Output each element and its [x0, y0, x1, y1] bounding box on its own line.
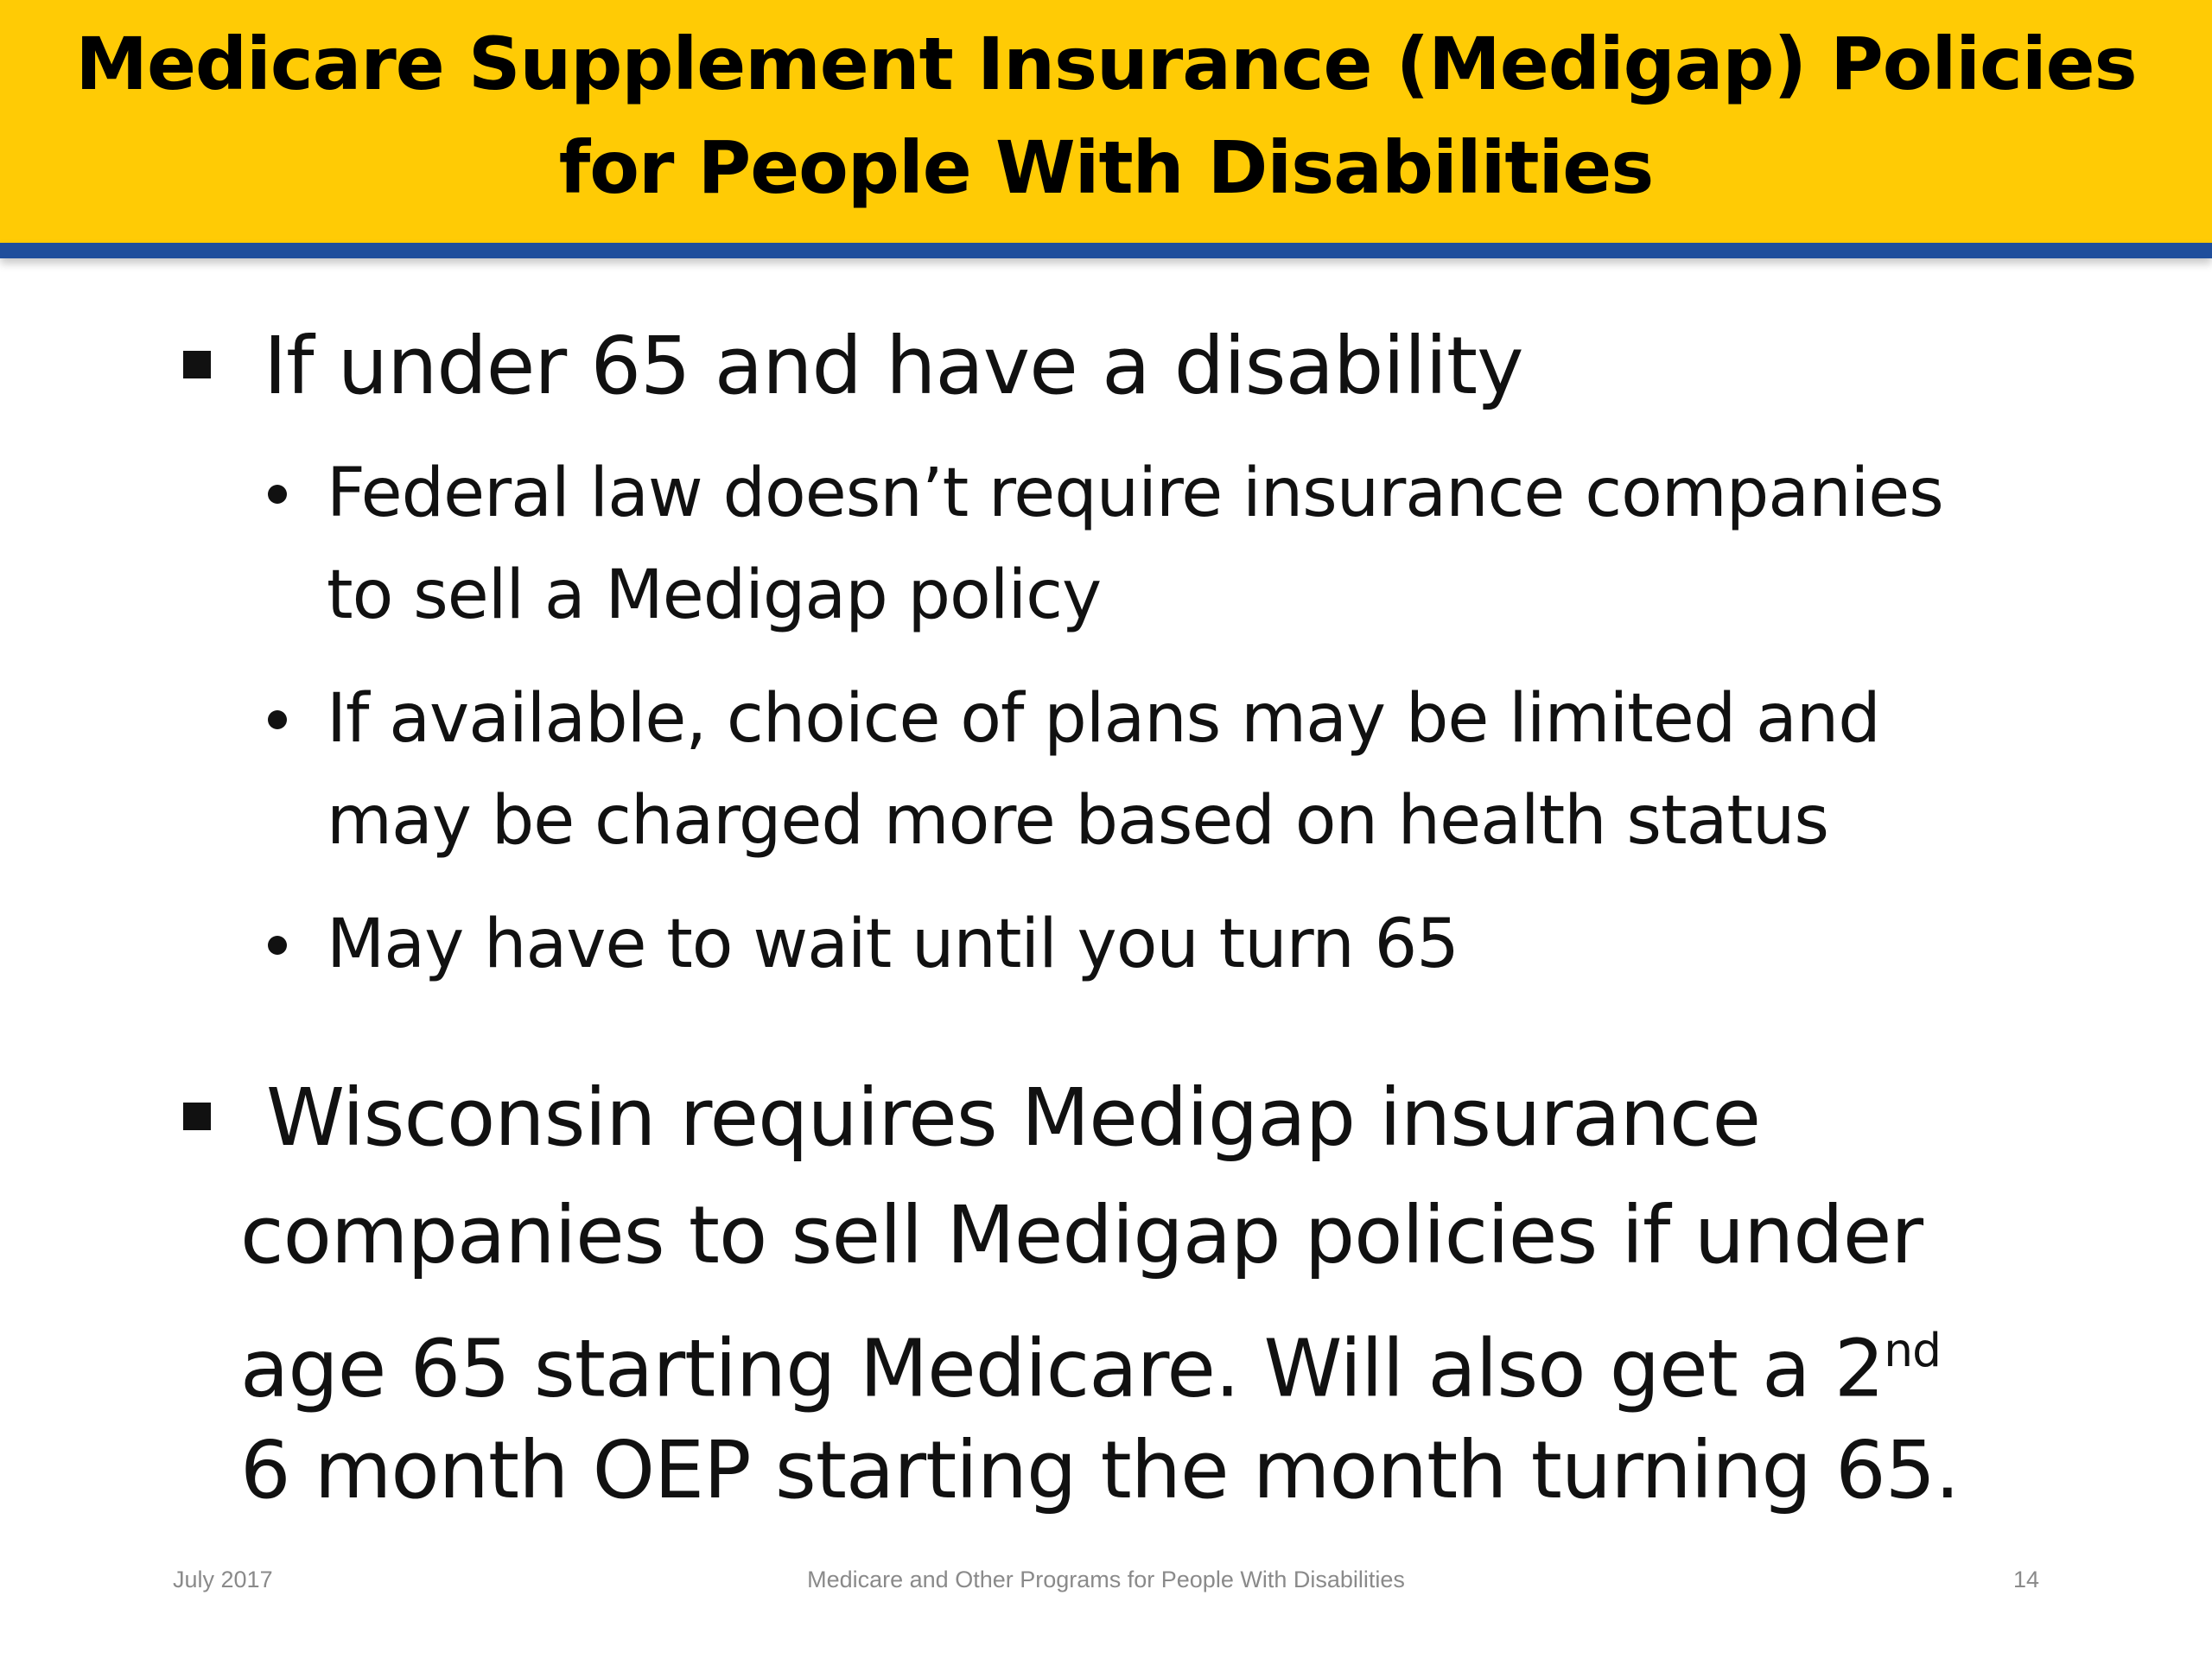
ordinal-suffix: nd	[1884, 1323, 1942, 1378]
square-bullet-icon	[183, 351, 211, 378]
bullet-2-line-2: companies to sell Medigap policies if un…	[240, 1189, 1923, 1281]
bullet-2-line-4: 6 month OEP starting the month turning 6…	[240, 1424, 1960, 1516]
sub-bullet-1-line-2: to sell a Medigap policy	[327, 556, 1102, 634]
bullet-1-text: If under 65 and have a disability	[264, 320, 1524, 412]
slide-title-line-1: Medicare Supplement Insurance (Medigap) …	[75, 22, 2137, 106]
round-bullet-icon	[268, 936, 287, 955]
round-bullet-icon	[268, 710, 287, 729]
footer-date: July 2017	[173, 1567, 273, 1592]
sub-bullet-3-line-1: May have to wait until you turn 65	[327, 906, 1459, 983]
bullet-2-line-3-text: age 65 starting Medicare. Will also get …	[240, 1322, 1885, 1415]
round-bullet-icon	[268, 485, 287, 504]
title-banner	[0, 0, 2212, 243]
slide-title-line-2: for People With Disabilities	[558, 125, 1655, 210]
sub-bullet-2-line-1: If available, choice of plans may be lim…	[327, 680, 1881, 758]
bullet-2-line-1: Wisconsin requires Medigap insurance	[266, 1071, 1761, 1164]
slide-title: Medicare Supplement Insurance (Medigap) …	[35, 12, 2177, 219]
bullet-2-line-3: age 65 starting Medicare. Will also get …	[240, 1294, 1942, 1428]
sub-bullet-1-line-1: Federal law doesn’t require insurance co…	[327, 454, 1944, 532]
footer-page-number: 14	[2012, 1567, 2039, 1592]
footer-title: Medicare and Other Programs for People W…	[807, 1567, 1405, 1592]
title-banner-rule	[0, 243, 2212, 258]
sub-bullet-2-line-2: may be charged more based on health stat…	[327, 782, 1829, 860]
square-bullet-icon	[183, 1103, 211, 1130]
